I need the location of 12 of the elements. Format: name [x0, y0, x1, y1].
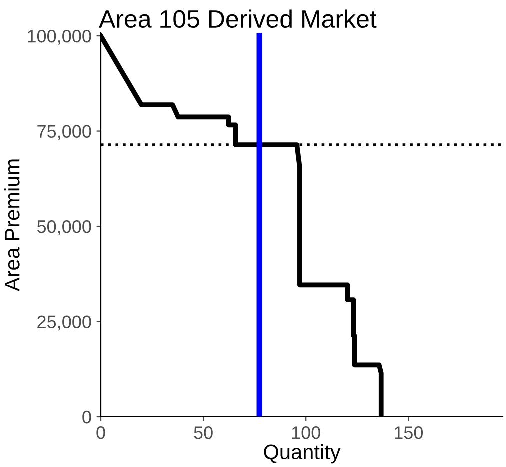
x-tick-label: 100 — [292, 426, 320, 440]
x-axis-title: Quantity — [264, 444, 341, 464]
y-tick-label: 100,000 — [28, 30, 92, 45]
x-tick-label: 0 — [96, 426, 106, 440]
y-tick-label: 25,000 — [38, 316, 92, 331]
y-axis-title: Area Premium — [4, 160, 20, 292]
x-tick-label: 50 — [194, 426, 213, 440]
y-tick-label: 75,000 — [38, 125, 92, 140]
y-tick-label: 0 — [82, 410, 92, 424]
x-tick-label: 150 — [394, 426, 424, 440]
y-tick-label: 50,000 — [37, 220, 92, 236]
chart-title: Area 105 Derived Market — [99, 10, 377, 28]
